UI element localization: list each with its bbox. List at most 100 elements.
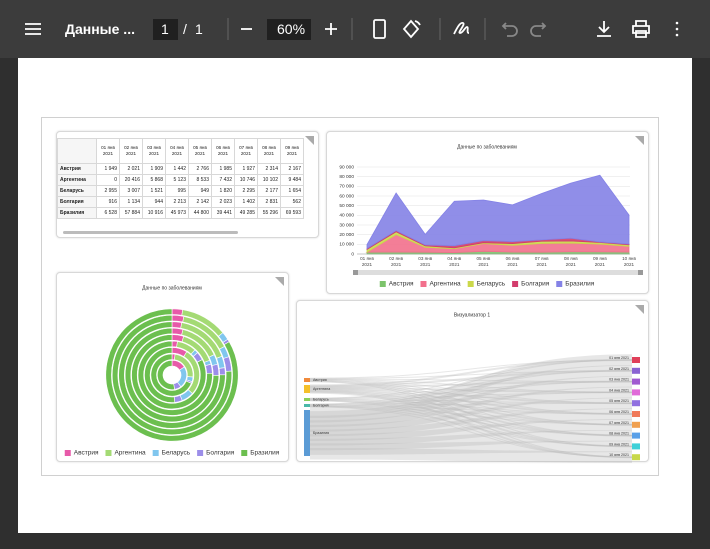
header-row: 01 янв 2021 02 янв 2021 03 янв 2021 04 янв … bbox=[57, 138, 304, 164]
download-icon[interactable] bbox=[597, 21, 611, 37]
ring-segment bbox=[105, 308, 239, 442]
ring-segment bbox=[124, 327, 220, 423]
sankey-label: Беларусь bbox=[313, 397, 329, 401]
table-cell: 55 296 bbox=[257, 207, 281, 219]
sankey-flow bbox=[309, 359, 633, 399]
table-cell: 45 973 bbox=[165, 207, 189, 219]
sankey-node bbox=[304, 385, 310, 393]
legend-label: Бразилия bbox=[250, 450, 279, 457]
ring-segment bbox=[171, 308, 184, 316]
scrollbar[interactable] bbox=[63, 231, 238, 234]
sankey-flow bbox=[309, 380, 633, 447]
legend-swatch bbox=[379, 281, 386, 287]
legend: Австрия Аргентина Беларусь Болгария Бразилия bbox=[379, 281, 595, 288]
legend-swatch bbox=[105, 450, 112, 456]
y-tick-label: 60 000 bbox=[339, 193, 354, 199]
sankey-flow bbox=[309, 375, 633, 428]
sankey-flow bbox=[309, 370, 633, 380]
sankey-flow bbox=[309, 378, 633, 393]
sankey-flow bbox=[309, 447, 633, 463]
rotate-icon[interactable] bbox=[402, 19, 421, 39]
more-dot[interactable] bbox=[675, 21, 679, 25]
sankey-label: 03 янв 2021 bbox=[609, 378, 629, 382]
column-header: 07 янв 2021 bbox=[234, 138, 258, 164]
zoom-value[interactable]: 60% bbox=[277, 21, 306, 37]
page-box[interactable] bbox=[153, 19, 178, 40]
slider-handle[interactable] bbox=[638, 270, 643, 275]
more-dot[interactable] bbox=[675, 33, 679, 37]
ring-segment bbox=[118, 321, 226, 429]
zoom-box[interactable] bbox=[267, 19, 311, 40]
legend-label: Аргентина bbox=[429, 281, 461, 288]
sankey-flow bbox=[309, 386, 633, 394]
sankey-flow bbox=[309, 391, 633, 400]
ring-segment bbox=[171, 321, 183, 329]
fit-icon[interactable] bbox=[373, 19, 386, 39]
sankey-flow bbox=[309, 359, 633, 405]
sankey-title: Визуализатор 1 bbox=[454, 312, 490, 318]
range-slider[interactable] bbox=[353, 270, 643, 275]
page-number[interactable]: 1 bbox=[161, 21, 169, 37]
sankey-flow bbox=[309, 381, 633, 400]
sankey-flow bbox=[309, 398, 633, 404]
ring-segment bbox=[111, 314, 233, 435]
sankey-flow bbox=[309, 380, 633, 437]
sankey-node bbox=[304, 398, 310, 401]
sankey-widget bbox=[296, 300, 649, 462]
draw-icon[interactable] bbox=[453, 22, 470, 35]
sankey-flow bbox=[309, 381, 633, 458]
print-icon[interactable] bbox=[632, 20, 650, 38]
x-tick-label: 01 янв 2021 bbox=[360, 256, 374, 267]
sankey-node bbox=[632, 443, 640, 450]
sankey-flow bbox=[309, 390, 633, 437]
table-cell: 9 484 bbox=[280, 174, 304, 186]
slider-handle[interactable] bbox=[353, 270, 358, 275]
x-tick-label: 10 янв 2021 bbox=[622, 256, 636, 267]
y-tick-label: 50 000 bbox=[339, 203, 354, 209]
sankey-flow bbox=[309, 365, 633, 423]
ring-segment bbox=[131, 334, 213, 416]
rings-title: Данные по заболеваниям bbox=[142, 285, 202, 291]
x-tick-label: 09 янв 2021 bbox=[592, 256, 607, 267]
legend-swatch bbox=[556, 281, 563, 287]
legend-label: Болгария bbox=[521, 281, 550, 288]
more-dot[interactable] bbox=[675, 27, 679, 31]
column-header: 09 янв 2021 bbox=[280, 138, 304, 164]
x-tick-label: 02 янв 2021 bbox=[389, 256, 404, 267]
ring-segment bbox=[171, 334, 185, 343]
toolbar-icons bbox=[25, 18, 679, 40]
sankey-flow bbox=[309, 405, 633, 437]
sankey-node bbox=[632, 411, 640, 417]
sankey-flow bbox=[309, 402, 633, 406]
sankey-node bbox=[304, 378, 310, 382]
sankey-node bbox=[632, 357, 640, 363]
sankey-label: 09 янв 2021 bbox=[609, 442, 629, 446]
corner-cell bbox=[57, 138, 97, 164]
y-tick-label: 10 000 bbox=[339, 242, 354, 248]
x-tick-label: 06 янв 2021 bbox=[505, 256, 520, 267]
sankey-label: 05 янв 2021 bbox=[609, 399, 629, 403]
sankey-flow bbox=[309, 399, 633, 437]
redo-icon[interactable] bbox=[530, 22, 547, 37]
table-cell: 69 593 bbox=[280, 207, 304, 219]
dashboard-frame bbox=[41, 117, 659, 476]
zoom-in[interactable] bbox=[325, 23, 337, 35]
sankey-flow bbox=[309, 440, 633, 455]
table-cell: 49 285 bbox=[234, 207, 258, 219]
legend-label: Австрия bbox=[74, 450, 99, 457]
sankey-node bbox=[632, 421, 640, 428]
sankey-node bbox=[304, 410, 310, 456]
column-header: 03 янв 2021 bbox=[142, 138, 166, 164]
sankey-flow bbox=[309, 408, 633, 442]
menu-icon[interactable] bbox=[25, 23, 41, 35]
undo-icon[interactable] bbox=[501, 22, 518, 37]
sankey-flow bbox=[309, 397, 633, 437]
sankey-flow bbox=[309, 429, 633, 451]
area-series bbox=[366, 174, 630, 250]
sankey-flow bbox=[309, 386, 633, 432]
page-separator: / bbox=[183, 21, 187, 37]
sankey-node bbox=[632, 378, 640, 385]
ring-segment bbox=[218, 367, 226, 376]
